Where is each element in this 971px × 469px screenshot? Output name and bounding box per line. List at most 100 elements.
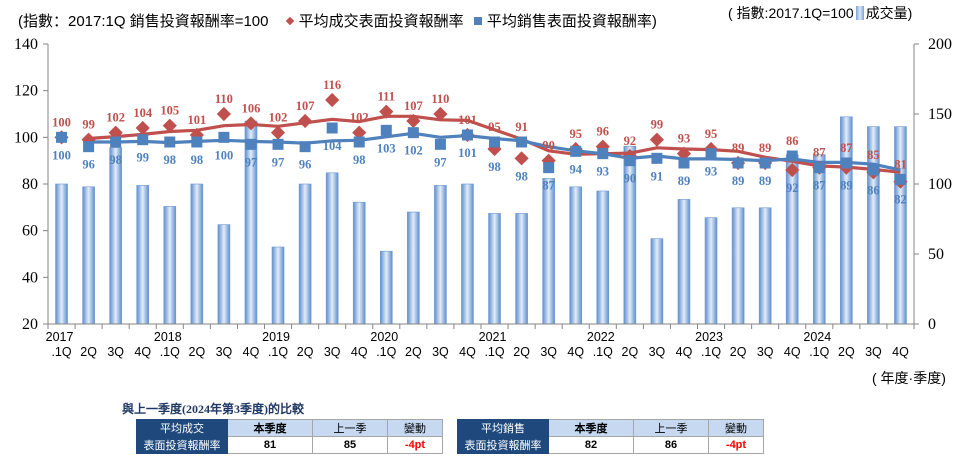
sales-yield-data-label: 99	[136, 151, 149, 165]
volume-bar	[82, 186, 95, 325]
col-change: 變動	[387, 419, 443, 437]
left-axis-tick-label: 120	[14, 83, 38, 100]
sales-yield-data-label: 96	[82, 158, 95, 172]
right-axis-tick-label: 150	[928, 106, 952, 123]
volume-bar	[109, 147, 122, 325]
deal-yield-marker	[270, 125, 286, 140]
x-year-label: 2017	[46, 330, 74, 344]
volume-bar	[488, 213, 501, 325]
sales-current-value: 82	[548, 436, 634, 454]
deal-yield-comparison-table: 平均成交 本季度 上一季 變動 表面投資報酬率 81 85 -4pt	[136, 419, 443, 454]
col-change: 變動	[708, 419, 764, 437]
volume-legend: ( 指數:2017.1Q=100 成交量)	[728, 3, 912, 23]
sales-yield-marker	[137, 134, 149, 146]
deal-yield-marker	[649, 132, 664, 147]
x-year-label: 2019	[262, 330, 290, 344]
deal-yield-data-label: 81	[894, 157, 907, 171]
sales-yield-data-label: 89	[759, 174, 772, 188]
volume-bar	[244, 120, 258, 325]
x-quarter-label: 4Q	[676, 345, 693, 359]
x-quarter-label: .1Q	[376, 345, 396, 359]
sales-yield-marker	[272, 138, 284, 150]
deal-yield-data-label: 89	[759, 141, 772, 155]
sales-row-label-2: 表面投資報酬率	[457, 436, 549, 454]
volume-bar	[271, 246, 285, 325]
volume-index-note: ( 指數:2017.1Q=100	[728, 5, 854, 21]
volume-bar	[163, 206, 177, 325]
sales-yield-data-label: 89	[840, 179, 853, 193]
deal-yield-data-label: 87	[813, 146, 826, 160]
sales-yield-data-label: 102	[404, 144, 423, 158]
deal-yield-data-label: 107	[404, 99, 423, 113]
sales-yield-data-label: 91	[651, 169, 664, 183]
volume-bar	[217, 224, 231, 325]
x-quarter-label: 3Q	[757, 345, 774, 359]
x-quarter-label: .1Q	[809, 345, 829, 359]
legend-deal-yield: 平均成交表面投資報酬率	[298, 13, 464, 30]
volume-bar	[352, 201, 366, 325]
sales-yield-marker	[164, 136, 176, 148]
deal-yield-data-label: 95	[488, 120, 501, 134]
deal-yield-marker	[379, 104, 394, 119]
right-axis-tick-label: 100	[928, 176, 952, 193]
deal-yield-data-label: 85	[867, 148, 880, 162]
x-quarter-label: 4Q	[351, 345, 368, 359]
sales-yield-data-label: 96	[299, 158, 312, 172]
sales-prev-value: 86	[633, 436, 709, 454]
deal-yield-marker	[514, 151, 529, 166]
deal-yield-data-label: 106	[242, 101, 261, 115]
deal-yield-marker	[433, 106, 448, 122]
comparison-title: 與上一季度(2024年第3季度)的比較	[122, 402, 304, 416]
x-quarter-label: 2Q	[730, 345, 747, 359]
left-axis-tick-label: 60	[22, 223, 38, 240]
sales-yield-data-label: 82	[894, 193, 907, 207]
sales-yield-marker	[624, 155, 636, 167]
x-year-label: 2022	[587, 330, 615, 344]
col-prev: 上一季	[312, 419, 388, 437]
deal-yield-data-label: 116	[323, 78, 341, 92]
deal-yield-data-label: 101	[187, 113, 206, 127]
sales-yield-data-label: 97	[245, 155, 258, 169]
sales-yield-data-label: 93	[705, 165, 718, 179]
volume-bar	[136, 185, 150, 325]
deal-change-value: -4pt	[387, 436, 443, 454]
sales-yield-marker	[434, 138, 446, 150]
deal-yield-data-label: 91	[515, 120, 528, 134]
volume-bar	[677, 199, 691, 325]
sales-change-value: -4pt	[708, 436, 764, 454]
deal-yield-data-label: 86	[786, 134, 799, 148]
sales-yield-marker	[83, 141, 95, 153]
right-axis-tick-label: 0	[928, 316, 936, 333]
deal-row-label-2: 表面投資報酬率	[136, 436, 228, 454]
x-quarter-label: .1Q	[701, 345, 721, 359]
legend-volume: 成交量)	[865, 5, 913, 21]
col-current: 本季度	[227, 419, 313, 437]
x-quarter-label: 3Q	[432, 345, 449, 359]
deal-yield-data-label: 104	[133, 106, 153, 120]
deal-yield-data-label: 95	[569, 127, 582, 141]
sales-yield-data-label: 98	[353, 153, 366, 167]
x-quarter-label: 4Q	[567, 345, 584, 359]
x-quarter-label: 3Q	[216, 345, 233, 359]
deal-yield-data-label: 111	[378, 90, 395, 104]
x-year-label: 2020	[370, 330, 398, 344]
volume-bar	[515, 213, 528, 325]
x-quarter-label: 4Q	[459, 345, 476, 359]
x-quarter-label: 2Q	[297, 345, 314, 359]
sales-yield-data-label: 94	[569, 162, 582, 176]
sales-yield-comparison-table: 平均銷售 本季度 上一季 變動 表面投資報酬率 82 86 -4pt	[457, 419, 764, 454]
deal-yield-data-label: 100	[52, 115, 71, 129]
sales-yield-data-label: 97	[272, 155, 285, 169]
deal-yield-data-label: 90	[542, 139, 555, 153]
x-quarter-label: 4Q	[892, 345, 909, 359]
sales-yield-marker	[543, 162, 555, 174]
volume-bar	[434, 185, 447, 325]
sales-yield-marker	[678, 157, 690, 169]
deal-yield-data-label: 110	[431, 92, 449, 106]
chart-legend: (指數：2017:1Q 銷售投資報酬率=100 平均成交表面投資報酬率 平均銷售…	[18, 10, 657, 31]
deal-yield-data-label: 92	[624, 134, 637, 148]
volume-bar	[325, 172, 339, 325]
col-prev: 上一季	[633, 419, 709, 437]
left-axis-tick-label: 100	[14, 129, 38, 146]
deal-yield-data-label: 102	[106, 111, 125, 125]
